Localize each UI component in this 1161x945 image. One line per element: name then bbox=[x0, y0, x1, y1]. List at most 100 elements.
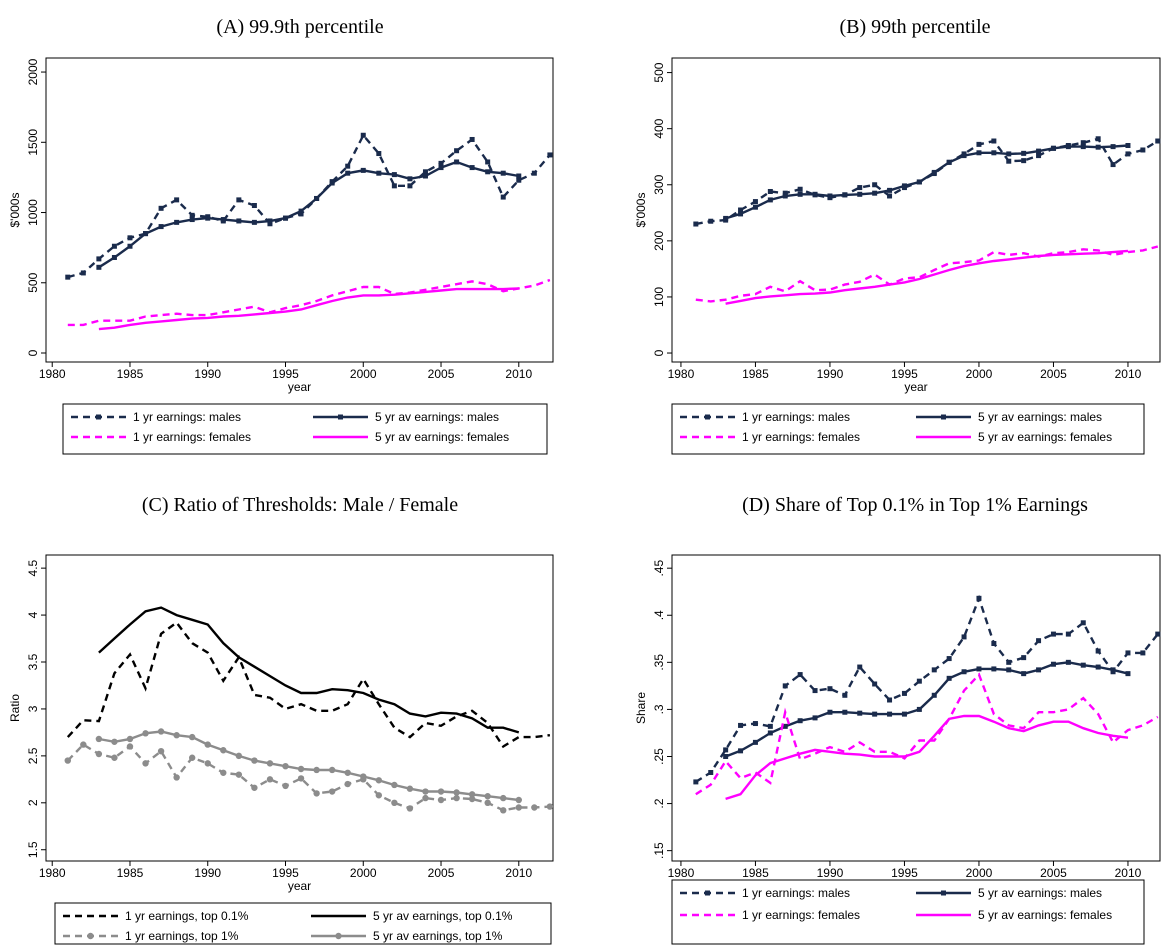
plot-frame bbox=[671, 554, 1161, 862]
series-line bbox=[725, 249, 1129, 305]
y-tick-label: .25 bbox=[652, 748, 666, 765]
marker bbox=[407, 176, 413, 182]
marker bbox=[158, 205, 164, 211]
legend-marker bbox=[705, 414, 710, 420]
marker bbox=[454, 159, 460, 165]
marker bbox=[189, 217, 195, 223]
marker bbox=[469, 165, 475, 171]
series bbox=[725, 249, 1129, 305]
marker bbox=[345, 163, 351, 169]
marker bbox=[500, 794, 507, 802]
marker bbox=[516, 177, 522, 183]
y-tick-label: 400 bbox=[652, 118, 666, 138]
marker bbox=[1065, 659, 1071, 665]
y-tick-label: 2000 bbox=[26, 58, 40, 85]
marker bbox=[157, 728, 165, 735]
marker bbox=[901, 183, 907, 189]
marker bbox=[723, 215, 729, 221]
marker bbox=[345, 170, 351, 176]
y-tick-label: 2 bbox=[26, 799, 40, 806]
marker bbox=[220, 769, 227, 776]
marker bbox=[991, 641, 997, 647]
x-tick-label: 1990 bbox=[817, 866, 844, 880]
marker bbox=[500, 807, 507, 814]
series bbox=[695, 245, 1159, 303]
marker bbox=[946, 159, 952, 165]
x-tick-label: 2005 bbox=[428, 866, 455, 880]
series bbox=[95, 728, 522, 804]
y-tick-label: 0 bbox=[652, 349, 666, 356]
marker bbox=[961, 669, 967, 675]
panel-title: (B) 99th percentile bbox=[839, 16, 990, 38]
marker bbox=[282, 782, 289, 790]
marker bbox=[842, 692, 848, 698]
marker bbox=[189, 212, 195, 218]
marker bbox=[946, 656, 952, 662]
marker bbox=[391, 183, 397, 189]
marker bbox=[204, 741, 211, 748]
y-tick-label: .15 bbox=[652, 842, 666, 859]
marker bbox=[723, 753, 729, 759]
legend-label: 5 yr av earnings, top 0.1% bbox=[373, 909, 513, 923]
y-tick-label: .4 bbox=[652, 610, 666, 620]
x-tick-label: 1985 bbox=[117, 866, 144, 880]
marker bbox=[901, 711, 907, 717]
x-tick-label: 1985 bbox=[742, 367, 769, 381]
marker bbox=[515, 804, 522, 811]
marker bbox=[782, 190, 788, 196]
marker bbox=[360, 167, 366, 173]
marker bbox=[438, 165, 444, 171]
legend-label: 1 yr earnings: males bbox=[742, 886, 850, 900]
legend-item: 5 yr av earnings: females bbox=[916, 908, 1112, 922]
marker bbox=[328, 766, 336, 774]
marker bbox=[298, 208, 304, 214]
marker bbox=[812, 715, 818, 721]
x-tick-label: 2005 bbox=[1040, 866, 1067, 880]
marker bbox=[1155, 631, 1161, 637]
marker bbox=[485, 159, 491, 165]
marker bbox=[1065, 144, 1071, 150]
marker bbox=[485, 169, 491, 175]
marker bbox=[738, 207, 744, 213]
legend-item: 1 yr earnings: females bbox=[680, 908, 860, 922]
y-tick-label: .35 bbox=[652, 654, 666, 671]
marker bbox=[991, 666, 997, 672]
series bbox=[693, 136, 1161, 227]
legend-marker bbox=[335, 932, 342, 940]
legend-item: 1 yr earnings: males bbox=[680, 410, 850, 424]
x-tick-label: 2000 bbox=[966, 866, 993, 880]
marker bbox=[961, 153, 967, 159]
x-tick-label: 1985 bbox=[742, 866, 769, 880]
legend-item: 5 yr av earnings: males bbox=[313, 410, 499, 424]
marker bbox=[991, 138, 997, 144]
marker bbox=[1006, 151, 1012, 157]
marker bbox=[298, 211, 304, 217]
marker bbox=[931, 667, 937, 673]
marker bbox=[782, 723, 788, 729]
x-tick-label: 1985 bbox=[117, 367, 144, 381]
series-line bbox=[98, 606, 520, 734]
legend-item: 1 yr earnings: males bbox=[71, 410, 241, 424]
y-tick-label: 4 bbox=[26, 611, 40, 618]
marker bbox=[1140, 147, 1146, 153]
panel-title: (D) Share of Top 0.1% in Top 1% Earnings bbox=[742, 494, 1088, 516]
marker bbox=[797, 672, 803, 678]
plot-frame bbox=[45, 554, 554, 862]
y-tick-label: 1.5 bbox=[26, 841, 40, 858]
marker bbox=[782, 193, 788, 199]
legend-label: 1 yr earnings: males bbox=[133, 410, 241, 424]
marker bbox=[407, 183, 413, 189]
marker bbox=[80, 270, 86, 276]
marker bbox=[976, 150, 982, 156]
marker bbox=[1050, 661, 1056, 667]
x-axis-label: year bbox=[904, 380, 927, 394]
x-tick-label: 2000 bbox=[350, 866, 377, 880]
marker bbox=[991, 150, 997, 156]
legend-label: 5 yr av earnings, top 1% bbox=[373, 929, 503, 943]
series bbox=[98, 606, 520, 734]
legend-label: 5 yr av earnings: females bbox=[978, 430, 1112, 444]
marker bbox=[174, 197, 180, 203]
x-tick-label: 1990 bbox=[194, 866, 221, 880]
marker bbox=[1021, 655, 1027, 661]
x-tick-label: 2000 bbox=[350, 367, 377, 381]
